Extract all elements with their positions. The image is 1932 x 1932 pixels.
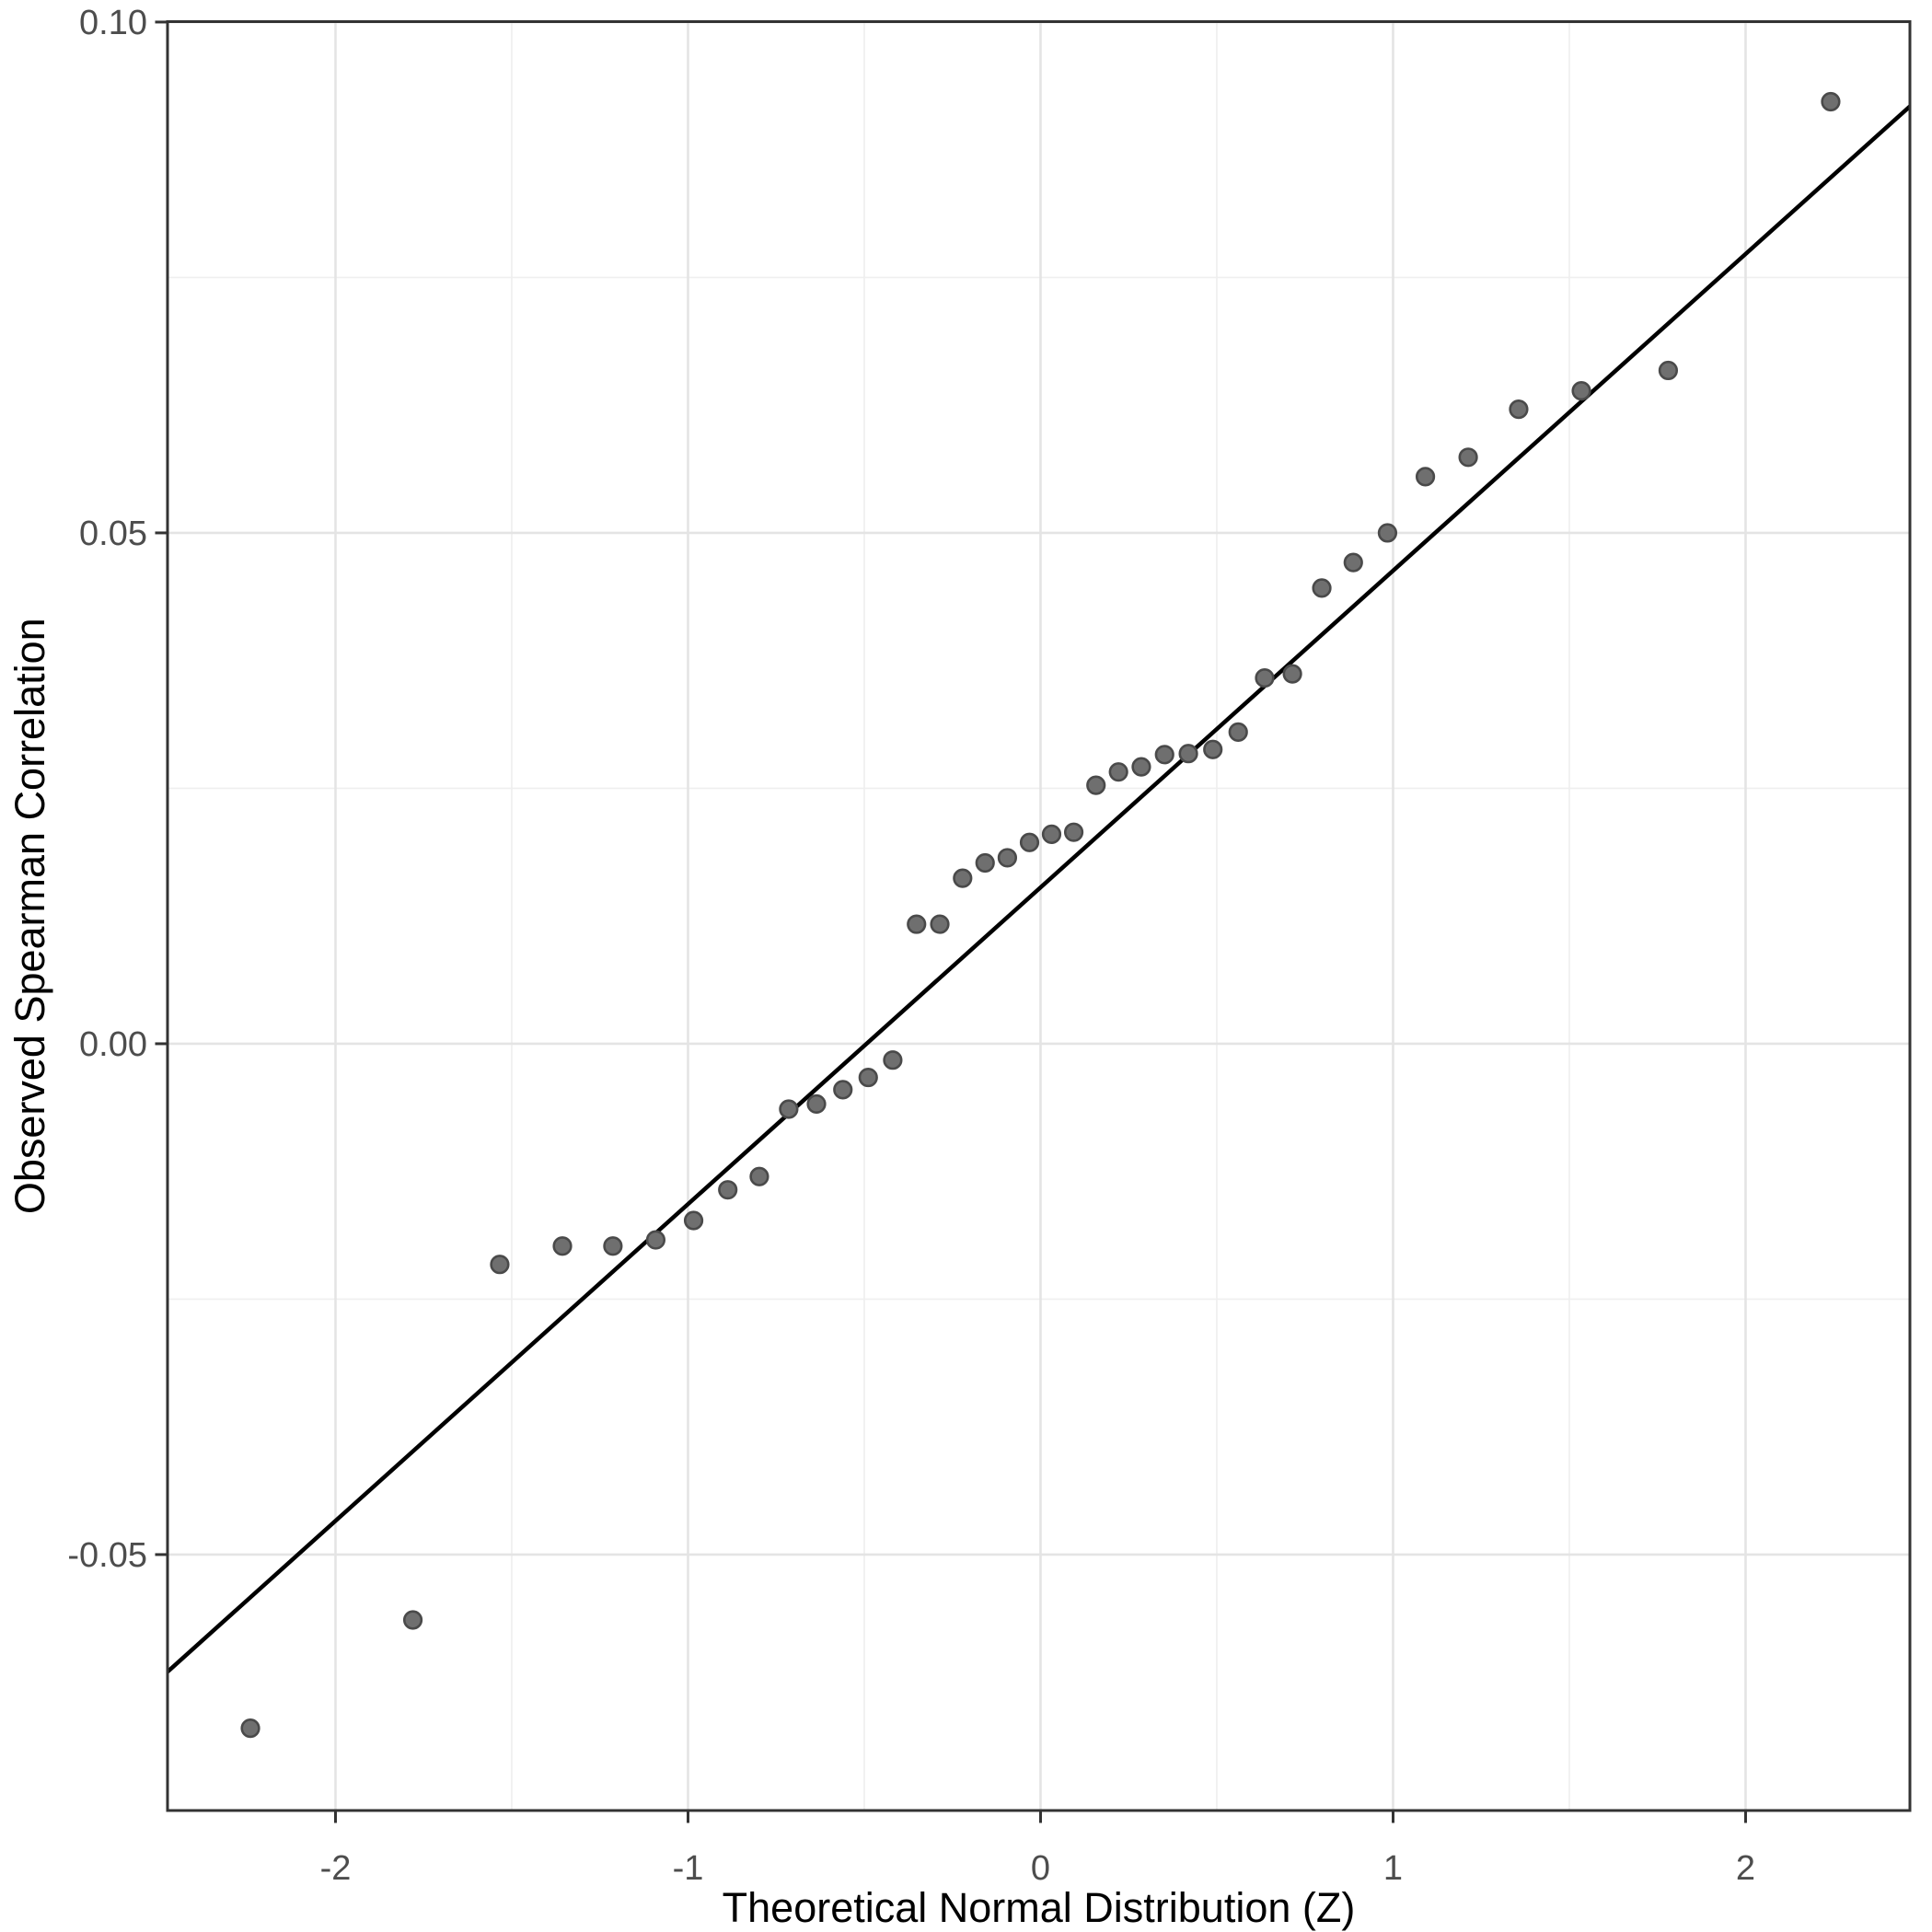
minor-gridlines: [168, 21, 1910, 1811]
y-tick-label: 0.10: [79, 4, 147, 42]
y-tick-label: -0.05: [67, 1536, 147, 1575]
data-point: [1658, 360, 1679, 381]
data-point: [930, 914, 950, 934]
data-point: [1312, 578, 1332, 598]
x-tick-label: -2: [320, 1849, 352, 1888]
y-axis-title: Observed Spearman Correlation: [6, 618, 53, 1214]
data-point: [1041, 824, 1062, 844]
data-point: [1343, 552, 1363, 573]
data-point: [718, 1180, 738, 1200]
data-point: [1108, 762, 1128, 782]
data-point: [1086, 775, 1106, 795]
qq-reference-line: [166, 104, 1912, 1673]
y-tick-label: 0.05: [79, 515, 147, 553]
data-point: [749, 1166, 769, 1186]
axis-tick-marks: [155, 20, 1747, 1823]
data-point: [1228, 722, 1248, 742]
panel-border: [166, 20, 1912, 1812]
y-tick-label: 0.00: [79, 1025, 147, 1064]
data-point: [1821, 91, 1841, 112]
x-tick-label: 2: [1736, 1849, 1755, 1888]
data-point: [1154, 745, 1174, 765]
data-point: [402, 1610, 423, 1630]
data-point: [858, 1067, 878, 1088]
data-point: [1255, 667, 1275, 688]
x-tick-label: 1: [1383, 1849, 1403, 1888]
data-points: [240, 91, 1841, 1739]
y-axis-tick-labels: 0.10 0.05 0.00 -0.05: [67, 4, 147, 1575]
data-point: [1509, 399, 1529, 420]
data-point: [1063, 822, 1084, 842]
data-point: [490, 1255, 510, 1275]
data-point: [552, 1236, 573, 1256]
data-point: [683, 1210, 704, 1231]
data-point: [1415, 467, 1436, 487]
data-point: [1377, 523, 1398, 543]
data-point: [1131, 757, 1151, 777]
data-point: [1019, 832, 1040, 852]
x-tick-label: -1: [673, 1849, 704, 1888]
data-point: [240, 1718, 260, 1739]
data-point: [603, 1236, 623, 1256]
data-point: [1458, 447, 1478, 468]
data-point: [997, 848, 1018, 868]
data-point: [645, 1230, 666, 1250]
data-point: [1178, 744, 1198, 764]
data-point: [1571, 381, 1591, 401]
x-tick-label: 0: [1031, 1849, 1050, 1888]
data-point: [953, 868, 973, 888]
data-point: [975, 852, 995, 873]
x-axis-tick-labels: -2 -1 0 1 2: [320, 1849, 1755, 1888]
data-point: [883, 1050, 903, 1070]
x-axis-title: Theoretical Normal Distribution (Z): [723, 1884, 1356, 1931]
data-point: [806, 1093, 827, 1115]
data-point: [907, 914, 927, 934]
data-point: [1203, 739, 1223, 759]
data-point: [1282, 664, 1302, 684]
data-point: [779, 1099, 799, 1119]
data-point: [833, 1080, 853, 1100]
